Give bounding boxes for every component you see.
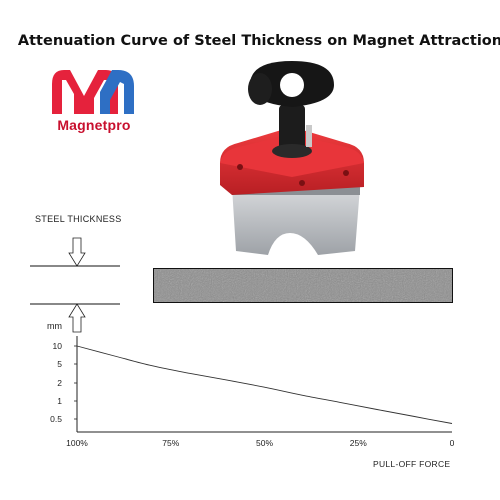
magnetpro-logo: [52, 70, 134, 114]
y-tick-label: 0.5: [50, 414, 62, 424]
magnet-icon: [220, 61, 364, 255]
x-tick-label: 100%: [66, 438, 88, 448]
y-tick-label: 5: [57, 359, 62, 369]
x-tick-label: 75%: [162, 438, 179, 448]
y-tick-label: 1: [57, 396, 62, 406]
x-tick-label: 50%: [256, 438, 273, 448]
arrow-up-icon: [68, 303, 86, 333]
arrow-down-icon: [68, 237, 86, 267]
x-tick-label: 25%: [350, 438, 367, 448]
chart-title: Attenuation Curve of Steel Thickness on …: [17, 33, 500, 49]
y-tick-label: 2: [57, 378, 62, 388]
x-tick-label: 0: [450, 438, 455, 448]
brand-name: Magnetpro: [57, 117, 131, 133]
steel-plate: [153, 268, 453, 303]
y-axis-label: mm: [47, 321, 62, 331]
steel-texture: [154, 269, 452, 302]
steel-thickness-label: STEEL THICKNESS: [35, 214, 122, 224]
attenuation-curve: [76, 345, 453, 424]
y-tick-label: 10: [53, 341, 63, 351]
x-axis-label: PULL-OFF FORCE: [373, 459, 451, 469]
